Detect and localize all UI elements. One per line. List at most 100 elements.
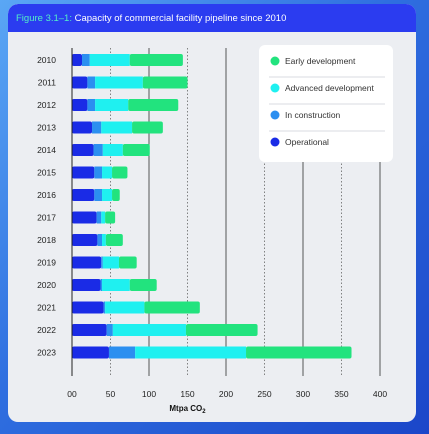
- legend-label: In construction: [285, 110, 341, 120]
- bar-segment-in-construction-2013: [92, 121, 102, 134]
- category-label-2014: 2014: [37, 145, 56, 155]
- bar-2012: [72, 99, 179, 111]
- bar-segment-advanced-development-2012: [95, 99, 129, 111]
- x-tick-labels: 00 50 100 150 200 250 300 350 400: [67, 389, 387, 399]
- bar-segment-early-development-2015: [112, 166, 128, 179]
- legend-item-advanced-development: Advanced development: [270, 83, 374, 93]
- category-label-2020: 2020: [37, 280, 56, 290]
- legend-swatch: [270, 56, 280, 66]
- bar-segment-advanced-development-2018: [102, 234, 106, 246]
- bar-segment-in-construction-2016: [94, 189, 103, 201]
- bar-segment-early-development-2022: [185, 324, 258, 336]
- legend-label: Advanced development: [285, 83, 374, 93]
- category-label-2010: 2010: [37, 55, 56, 65]
- bar-segment-operational-2020: [72, 279, 101, 291]
- x-axis-title: Mtpa CO2: [169, 404, 206, 415]
- bar-segment-operational-2018: [72, 234, 98, 246]
- x-tick-label-350: 350: [334, 389, 348, 399]
- stacked-bar-chart: 2010 2011 2012 2013 2014 2015 2016 2017 2018 2019…: [37, 45, 393, 415]
- bar-segment-early-development-2018: [105, 234, 123, 246]
- category-labels: 2010 2011 2012 2013 2014 2015 2016 2017 2018 2019…: [37, 55, 56, 358]
- bar-2013: [72, 121, 163, 134]
- figure-title: Capacity of commercial facility pipeline…: [74, 12, 287, 24]
- bar-segment-operational-2016: [72, 189, 95, 201]
- category-label-2023: 2023: [37, 348, 56, 358]
- bar-segment-advanced-development-2010: [89, 54, 130, 66]
- x-tick-label-150: 150: [180, 389, 194, 399]
- bar-segment-early-development-2017: [105, 211, 116, 224]
- bar-segment-advanced-development-2013: [101, 121, 133, 134]
- bar-segment-in-construction-2019: [101, 256, 103, 269]
- bar-segment-operational-2022: [72, 324, 107, 336]
- bar-segment-early-development-2013: [132, 121, 163, 134]
- bar-segment-in-construction-2023: [108, 346, 136, 359]
- bar-2010: [72, 54, 183, 66]
- bar-segment-early-development-2012: [128, 99, 179, 111]
- bar-segment-in-construction-2014: [93, 144, 103, 156]
- bar-segment-operational-2015: [72, 166, 95, 179]
- category-label-2013: 2013: [37, 123, 56, 133]
- bar-2022: [72, 324, 258, 336]
- figure-number: Figure 3.1–1:: [16, 12, 72, 24]
- bar-2023: [72, 346, 352, 359]
- bar-segment-in-construction-2020: [100, 279, 103, 291]
- legend: Early development Advanced development In …: [259, 45, 393, 162]
- bar-2021: [72, 301, 200, 314]
- legend-item-in-construction: In construction: [270, 110, 341, 120]
- bar-segment-advanced-development-2019: [102, 256, 119, 269]
- legend-swatch: [270, 110, 280, 120]
- bar-segment-advanced-development-2020: [102, 279, 130, 291]
- bar-2020: [72, 279, 157, 291]
- bar-segment-in-construction-2018: [97, 234, 103, 246]
- legend-label: Operational: [285, 137, 329, 147]
- x-tick-label-300: 300: [296, 389, 310, 399]
- bar-segment-advanced-development-2011: [95, 76, 143, 89]
- x-tick-label-250: 250: [257, 389, 271, 399]
- bar-segment-operational-2019: [72, 256, 102, 269]
- bar-segment-in-construction-2017: [96, 211, 102, 224]
- legend-item-early-development: Early development: [270, 56, 356, 66]
- bar-segment-early-development-2020: [129, 279, 157, 291]
- bar-segment-in-construction-2015: [94, 166, 103, 179]
- category-label-2021: 2021: [37, 303, 56, 313]
- category-label-2011: 2011: [38, 78, 57, 88]
- bar-segment-early-development-2016: [112, 189, 120, 201]
- bar-segment-in-construction-2011: [87, 76, 96, 89]
- bar-segment-early-development-2010: [129, 54, 183, 66]
- x-tick-label-0: 00: [67, 389, 77, 399]
- category-label-2015: 2015: [37, 168, 56, 178]
- legend-swatch: [270, 137, 280, 147]
- category-label-2017: 2017: [37, 213, 56, 223]
- bar-segment-advanced-development-2014: [102, 144, 123, 156]
- bar-segment-operational-2014: [72, 144, 94, 156]
- bar-2017: [72, 211, 116, 224]
- x-tick-label-400: 400: [373, 389, 387, 399]
- bar-segment-operational-2012: [72, 99, 88, 111]
- x-tick-label-100: 100: [142, 389, 156, 399]
- bar-segment-operational-2010: [72, 54, 83, 66]
- category-label-2018: 2018: [37, 235, 56, 245]
- bar-segment-in-construction-2022: [106, 324, 113, 336]
- bar-2016: [72, 189, 120, 201]
- figure-card: Figure 3.1–1: Capacity of commercial fac…: [8, 4, 416, 422]
- category-label-2016: 2016: [37, 190, 56, 200]
- bar-segment-early-development-2019: [118, 256, 137, 269]
- bar-2019: [72, 256, 137, 269]
- bar-segment-advanced-development-2021: [105, 301, 145, 314]
- bar-segment-in-construction-2021: [103, 301, 106, 314]
- bar-segment-early-development-2021: [144, 301, 200, 314]
- legend-swatch: [270, 83, 280, 93]
- bar-segment-early-development-2014: [122, 144, 150, 156]
- bar-segment-advanced-development-2017: [101, 211, 106, 224]
- figure-title-bar: Figure 3.1–1: Capacity of commercial fac…: [8, 4, 416, 32]
- bar-segment-operational-2023: [72, 346, 109, 359]
- x-tick-label-200: 200: [219, 389, 233, 399]
- legend-label: Early development: [285, 56, 356, 66]
- bar-2011: [72, 76, 188, 89]
- bar-segment-operational-2013: [72, 121, 93, 134]
- bar-segment-early-development-2011: [142, 76, 188, 89]
- bar-segment-operational-2011: [72, 76, 88, 89]
- x-tick-label-50: 50: [106, 389, 116, 399]
- bar-segment-operational-2017: [72, 211, 97, 224]
- bars-group: [72, 54, 352, 359]
